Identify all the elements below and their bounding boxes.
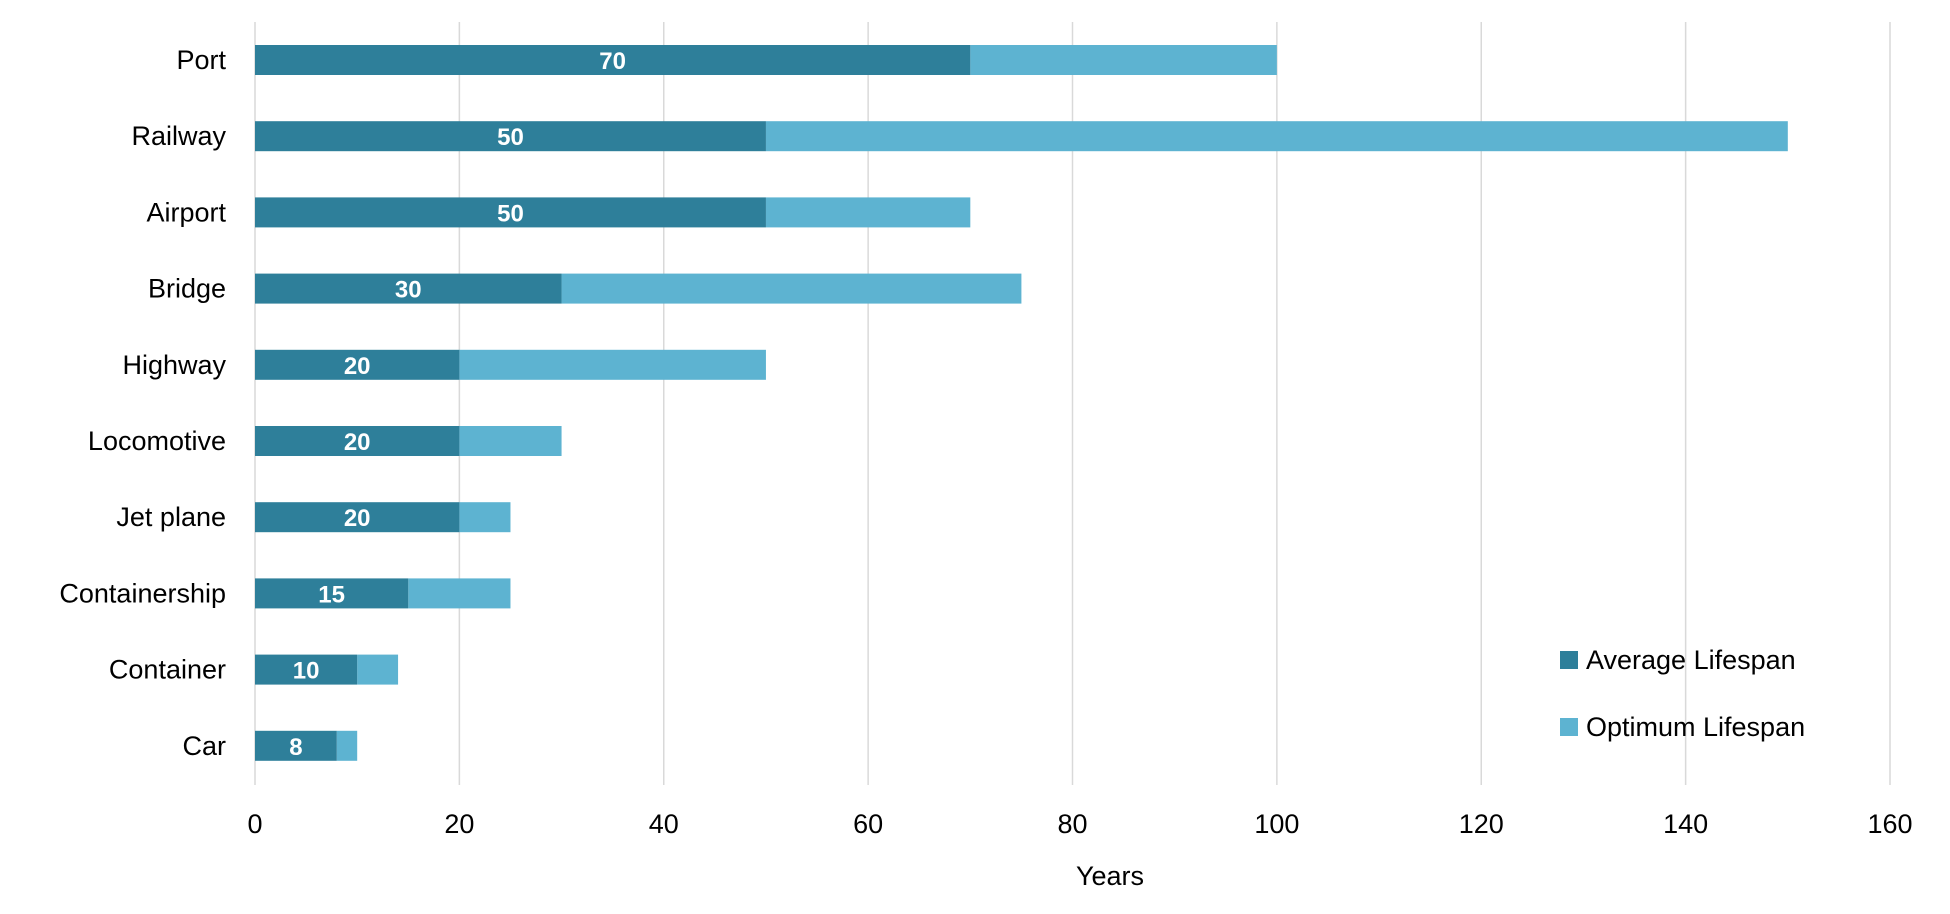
category-label-car: Car xyxy=(182,731,226,761)
bars-layer xyxy=(255,45,1788,761)
x-tick-label-140: 140 xyxy=(1663,809,1708,839)
bar-average-airport xyxy=(255,197,766,228)
data-label-jet-plane: 20 xyxy=(344,505,371,532)
x-tick-label-20: 20 xyxy=(444,809,474,839)
category-label-airport: Airport xyxy=(146,197,226,227)
data-label-car: 8 xyxy=(289,734,302,761)
legend-swatch-average xyxy=(1560,651,1578,669)
bar-optimum-car xyxy=(336,730,358,761)
category-label-bridge: Bridge xyxy=(148,274,226,304)
legend-swatch-optimum xyxy=(1560,718,1578,736)
bar-optimum-container xyxy=(357,654,399,685)
category-label-containership: Containership xyxy=(59,578,226,608)
x-axis-title: Years xyxy=(1076,861,1144,891)
x-tick-label-160: 160 xyxy=(1867,809,1912,839)
bar-average-car xyxy=(255,730,337,761)
x-tick-label-0: 0 xyxy=(247,809,262,839)
bar-average-railway xyxy=(255,121,766,152)
bar-average-bridge xyxy=(255,273,562,304)
bar-average-container xyxy=(255,654,358,685)
bar-optimum-airport xyxy=(765,197,971,228)
data-label-container: 10 xyxy=(293,658,320,685)
data-label-port: 70 xyxy=(599,48,626,75)
bar-optimum-locomotive xyxy=(459,426,562,456)
data-label-railway: 50 xyxy=(497,124,524,151)
category-label-locomotive: Locomotive xyxy=(88,426,226,456)
category-label-jet-plane: Jet plane xyxy=(116,502,226,532)
bar-optimum-bridge xyxy=(561,273,1022,304)
x-tick-label-40: 40 xyxy=(649,809,679,839)
category-label-highway: Highway xyxy=(122,350,226,380)
data-label-bridge: 30 xyxy=(395,277,422,304)
bar-average-highway xyxy=(255,349,460,380)
x-tick-label-100: 100 xyxy=(1254,809,1299,839)
x-tick-label-80: 80 xyxy=(1057,809,1087,839)
legend: Average Lifespan Optimum Lifespan xyxy=(1560,645,1805,742)
bar-average-jet-plane xyxy=(255,502,460,533)
legend-label-optimum: Optimum Lifespan xyxy=(1586,712,1805,742)
bar-optimum-port xyxy=(970,45,1277,75)
bar-optimum-highway xyxy=(459,349,766,380)
bar-optimum-railway xyxy=(765,121,1788,152)
data-label-containership: 15 xyxy=(318,581,345,608)
data-label-highway: 20 xyxy=(344,353,371,380)
bar-optimum-containership xyxy=(408,578,511,609)
x-tick-label-60: 60 xyxy=(853,809,883,839)
bar-average-containership xyxy=(255,578,409,609)
bar-optimum-jet-plane xyxy=(459,502,511,533)
labels-layer: 0 20 40 60 80 100 120 140 160 Years Port 70 Railway 5… xyxy=(59,45,1912,891)
bar-average-port xyxy=(255,45,971,75)
bar-average-locomotive xyxy=(255,426,460,456)
data-label-locomotive: 20 xyxy=(344,429,371,456)
category-label-railway: Railway xyxy=(131,121,226,151)
category-label-port: Port xyxy=(176,45,226,75)
data-label-airport: 50 xyxy=(497,200,524,227)
category-label-container: Container xyxy=(109,655,226,685)
x-tick-label-120: 120 xyxy=(1459,809,1504,839)
legend-label-average: Average Lifespan xyxy=(1586,645,1796,675)
